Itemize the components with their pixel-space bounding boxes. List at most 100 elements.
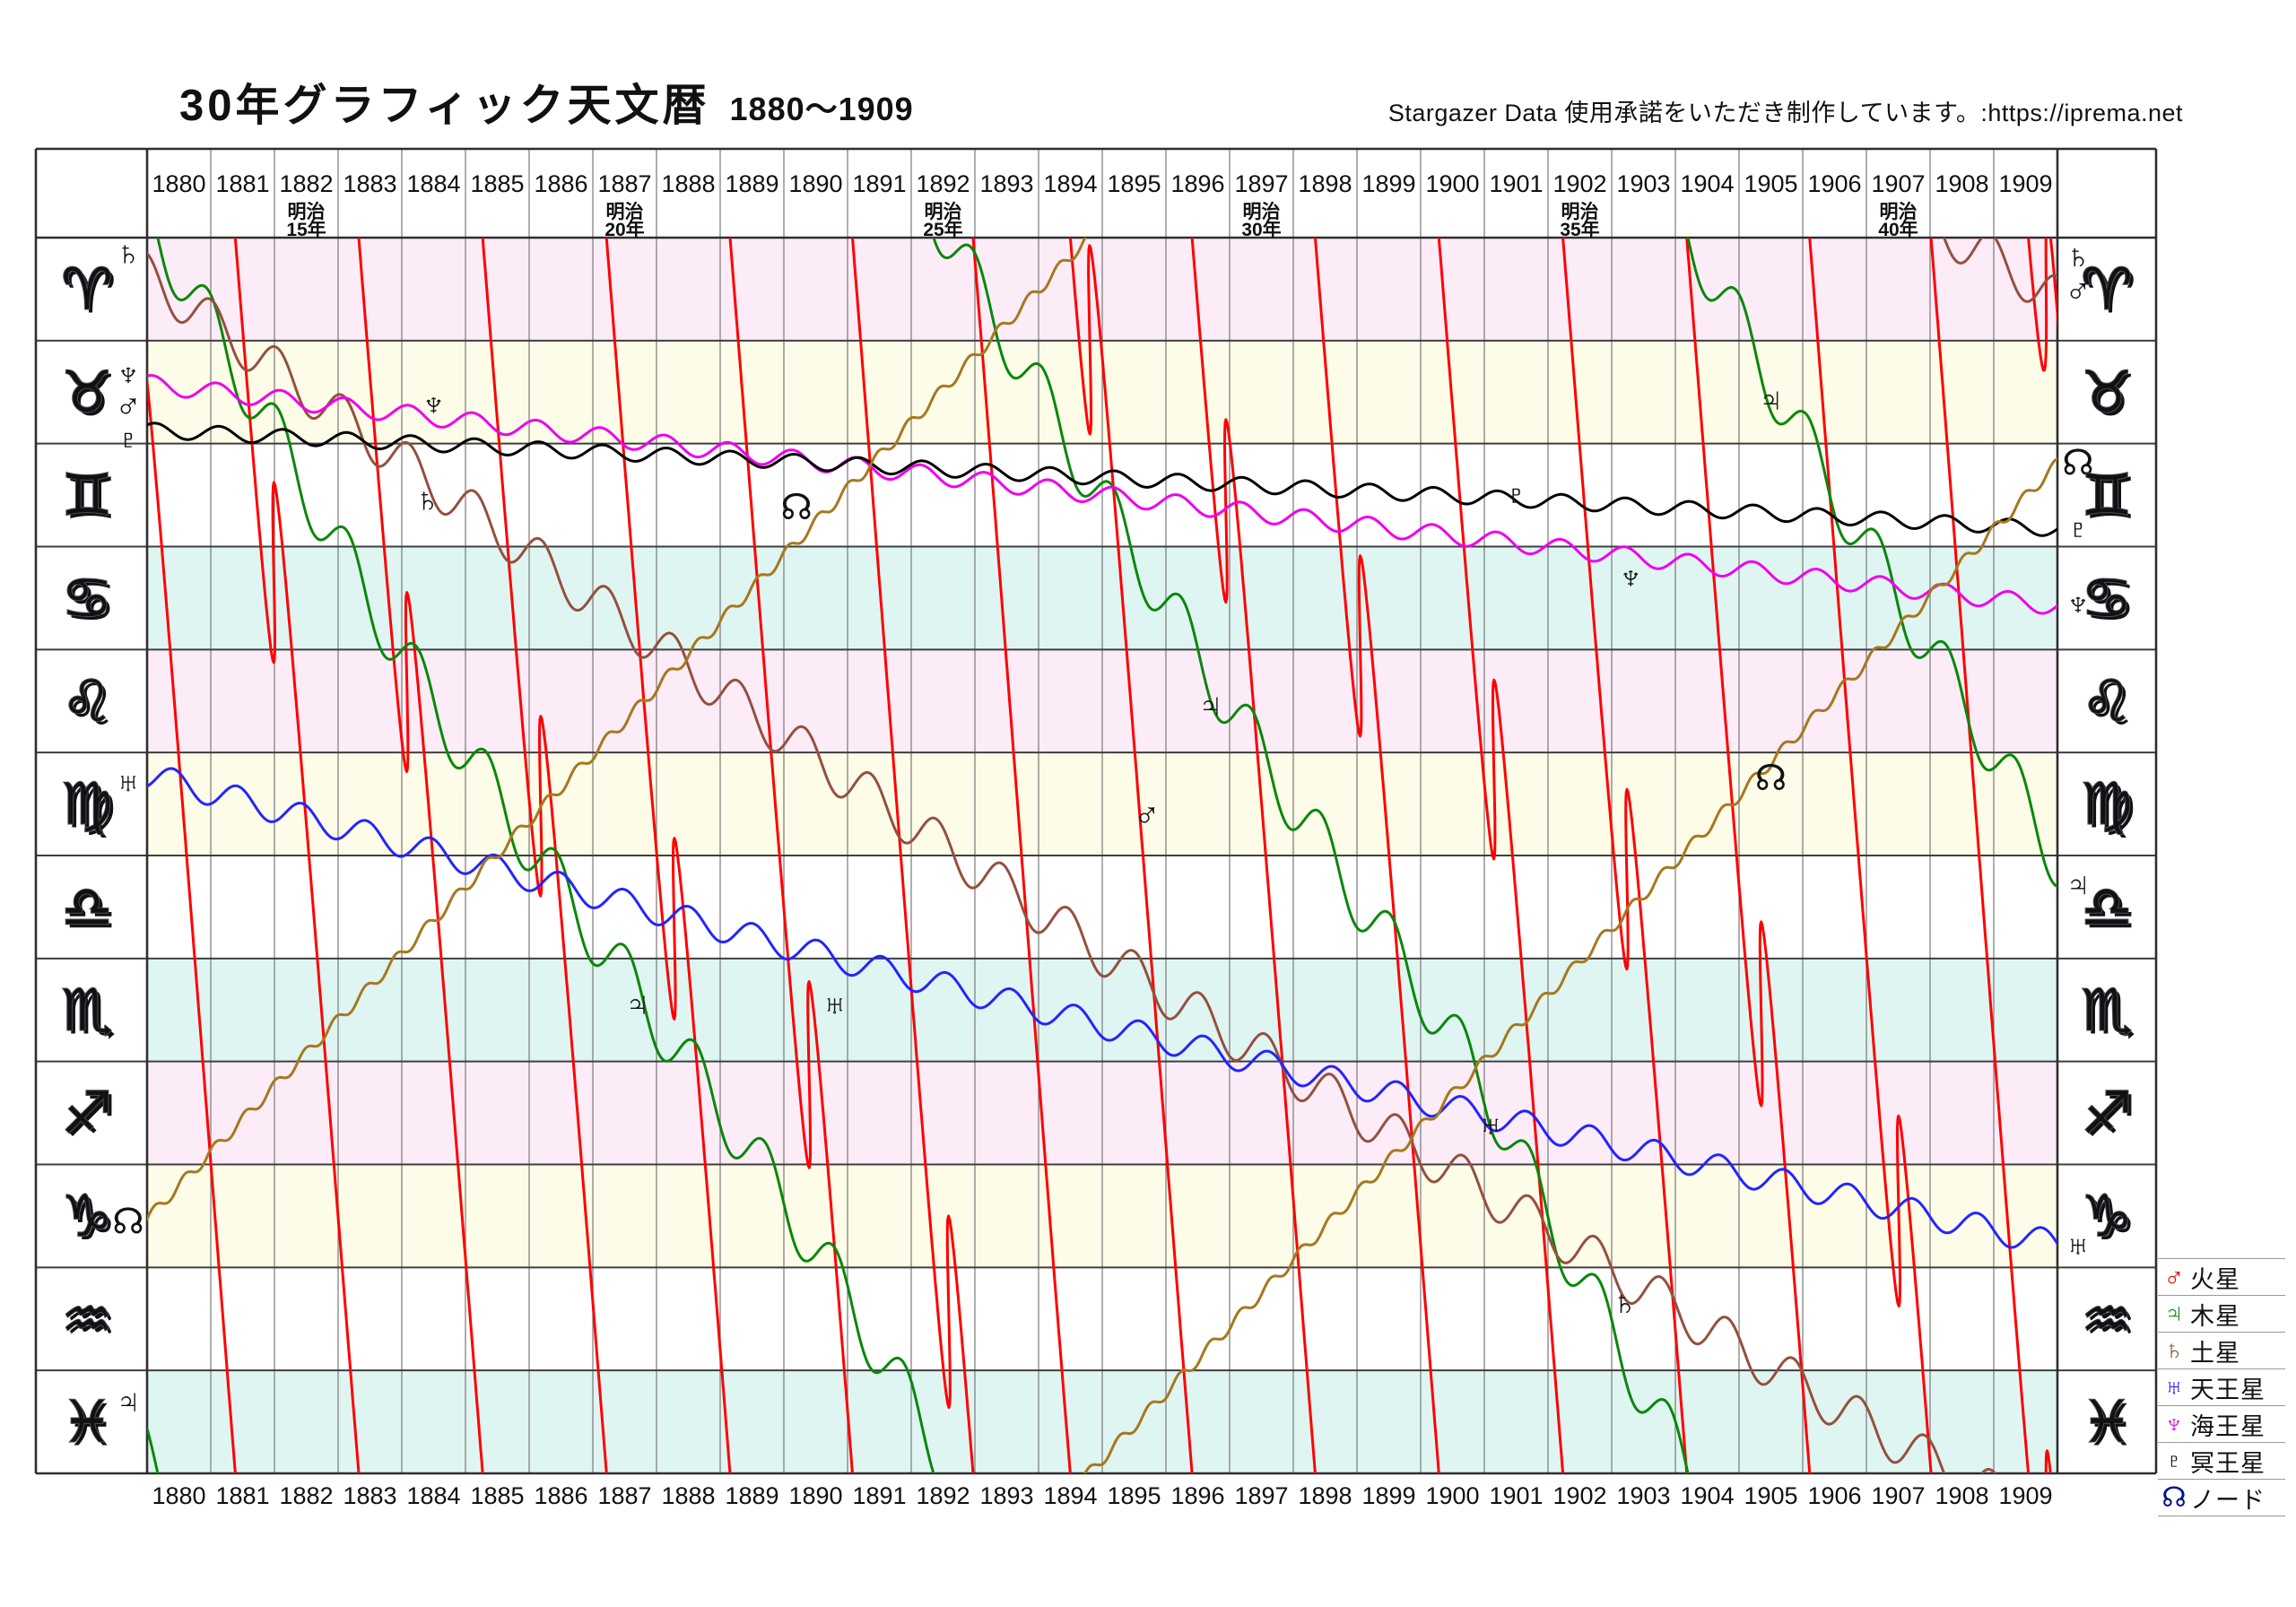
year-label-top-1885: 1885: [470, 170, 524, 197]
series-line-saturn: [1980, 1468, 1996, 1473]
zodiac-shadow-leo: ♌: [2084, 673, 2135, 737]
legend-label-uranus: 天王星: [2190, 1376, 2266, 1403]
year-label-top-1887: 1887: [597, 170, 651, 197]
year-label-top-1892: 1892: [916, 170, 970, 197]
legend-item-pluto: ♇ 冥王星: [2158, 1442, 2285, 1479]
year-label-bottom-1882: 1882: [279, 1482, 333, 1509]
left-margin-glyph-pluto-icon: ♇: [115, 420, 142, 459]
zodiac-right-gemini-icon: ♊: [2081, 463, 2132, 527]
legend-label-node: ノード: [2190, 1486, 2266, 1514]
era-label-1907-line2: 40年: [1878, 219, 1918, 240]
year-label-bottom-1899: 1899: [1361, 1482, 1415, 1509]
year-label-top-1909: 1909: [1998, 170, 2052, 197]
year-label-bottom-1909: 1909: [1998, 1482, 2052, 1509]
series-line-mars: [481, 238, 608, 1473]
year-label-bottom-1886: 1886: [534, 1482, 587, 1509]
year-label-bottom-1892: 1892: [916, 1482, 970, 1509]
legend-label-mars: 火星: [2190, 1265, 2240, 1293]
zodiac-shadow-pisces: ♓: [65, 1394, 116, 1458]
era-label-1902-line1: 明治: [1561, 201, 1599, 222]
series-line-mars: [604, 238, 732, 1473]
year-label-bottom-1888: 1888: [661, 1482, 715, 1509]
right-margin-glyph-mars-icon: ♂: [2065, 270, 2092, 309]
left-margin-glyph-uranus-icon: ♅: [115, 762, 142, 802]
series-line-mars: [1929, 238, 2031, 1473]
zodiac-left-pisces-icon: ♓: [61, 1390, 112, 1455]
year-label-bottom-1902: 1902: [1552, 1482, 1606, 1509]
zodiac-shadow-aquarius: ♒: [65, 1290, 116, 1355]
title-row: 30年グラフィック天文暦 1880〜1909: [179, 70, 914, 134]
series-line-mars: [728, 238, 854, 1473]
era-label-1892-line2: 25年: [923, 219, 962, 240]
year-label-bottom-1904: 1904: [1680, 1482, 1734, 1509]
year-label-bottom-1880: 1880: [152, 1482, 205, 1509]
zodiac-right-taurus-icon: ♉: [2081, 360, 2132, 424]
zodiac-shadow-cancer: ♋: [2084, 569, 2135, 634]
year-label-bottom-1897: 1897: [1234, 1482, 1288, 1509]
right-margin-glyph-node-icon: ☊: [2062, 443, 2094, 482]
left-margin-glyph-neptune-icon: ♆: [115, 355, 142, 395]
legend-label-pluto: 冥王星: [2190, 1449, 2266, 1477]
year-label-top-1881: 1881: [215, 170, 269, 197]
chart-glyph-node-icon: ☊: [1755, 759, 1787, 798]
year-label-top-1899: 1899: [1361, 170, 1415, 197]
era-label-1882-line2: 15年: [286, 219, 326, 240]
planet-legend: ♂ 火星 ♃ 木星 ♄ 土星 ♅ 天王星 ♆ 海王星 ♇ 冥王星 ☊ ノード: [2158, 1258, 2285, 1516]
zodiac-shadow-scorpio: ♏: [2084, 981, 2135, 1046]
era-label-1882-line1: 明治: [288, 201, 326, 222]
year-label-top-1903: 1903: [1616, 170, 1670, 197]
zodiac-left-sagittarius-icon: ♐: [61, 1081, 112, 1145]
year-label-bottom-1887: 1887: [597, 1482, 651, 1509]
mars-icon: ♂: [2163, 1261, 2185, 1292]
year-label-top-1895: 1895: [1107, 170, 1161, 197]
year-label-bottom-1890: 1890: [788, 1482, 842, 1509]
chart-glyph-uranus-icon: ♅: [1477, 1106, 1504, 1145]
year-label-top-1896: 1896: [1170, 170, 1224, 197]
year-label-top-1891: 1891: [852, 170, 906, 197]
legend-item-jupiter: ♃ 木星: [2158, 1295, 2285, 1332]
zodiac-shadow-aries: ♈: [2084, 260, 2135, 325]
series-line-jupiter: [147, 1426, 160, 1473]
chart-glyph-pluto-icon: ♇: [1503, 475, 1530, 515]
zodiac-left-scorpio-icon: ♏: [61, 977, 112, 1042]
zodiac-shadow-gemini: ♊: [65, 466, 116, 531]
year-label-top-1880: 1880: [152, 170, 205, 197]
series-line-mars: [357, 238, 484, 1473]
year-label-top-1890: 1890: [788, 170, 842, 197]
zodiac-left-libra-icon: ♎: [61, 874, 112, 939]
year-label-bottom-1883: 1883: [343, 1482, 396, 1509]
zodiac-left-gemini-icon: ♊: [61, 463, 112, 527]
chart-glyph-node-icon: ☊: [780, 488, 813, 527]
left-margin-glyph-node-icon: ☊: [112, 1203, 144, 1242]
pluto-icon: ♇: [2163, 1445, 2185, 1476]
chart-glyph-mars-icon: ♂: [1134, 795, 1161, 834]
legend-label-saturn: 土星: [2190, 1339, 2240, 1367]
right-margin-glyph-saturn-icon: ♄: [2065, 238, 2092, 277]
year-label-bottom-1900: 1900: [1425, 1482, 1479, 1509]
year-label-top-1888: 1888: [661, 170, 715, 197]
zodiac-shadow-virgo: ♍: [2084, 776, 2135, 840]
year-label-top-1894: 1894: [1043, 170, 1097, 197]
right-margin-glyph-jupiter-icon: ♃: [2065, 865, 2092, 905]
zodiac-left-leo-icon: ♌: [61, 669, 112, 734]
left-margin-glyph-saturn-icon: ♄: [115, 234, 142, 274]
zodiac-right-virgo-icon: ♍: [2081, 772, 2132, 837]
year-label-bottom-1895: 1895: [1107, 1482, 1161, 1509]
series-line-mars: [2027, 238, 2048, 372]
zodiac-shadow-virgo: ♍: [65, 776, 116, 840]
zodiac-shadow-capricorn: ♑: [2084, 1187, 2135, 1252]
chart-glyph-neptune-icon: ♆: [421, 385, 448, 424]
legend-item-node: ☊ ノード: [2158, 1479, 2285, 1516]
year-label-bottom-1889: 1889: [725, 1482, 778, 1509]
uranus-icon: ♅: [2163, 1371, 2185, 1403]
series-line-saturn: [1993, 238, 2057, 303]
year-label-top-1898: 1898: [1298, 170, 1352, 197]
zodiac-shadow-libra: ♎: [2084, 878, 2135, 942]
year-label-top-1886: 1886: [534, 170, 587, 197]
legend-label-neptune: 海王星: [2190, 1412, 2266, 1440]
series-line-node: [1083, 457, 2057, 1473]
zodiac-left-virgo-icon: ♍: [61, 772, 112, 837]
era-label-1887-line1: 明治: [606, 201, 644, 222]
chart-glyph-saturn-icon: ♄: [413, 481, 440, 520]
page-title: 30年グラフィック天文暦: [179, 82, 710, 130]
